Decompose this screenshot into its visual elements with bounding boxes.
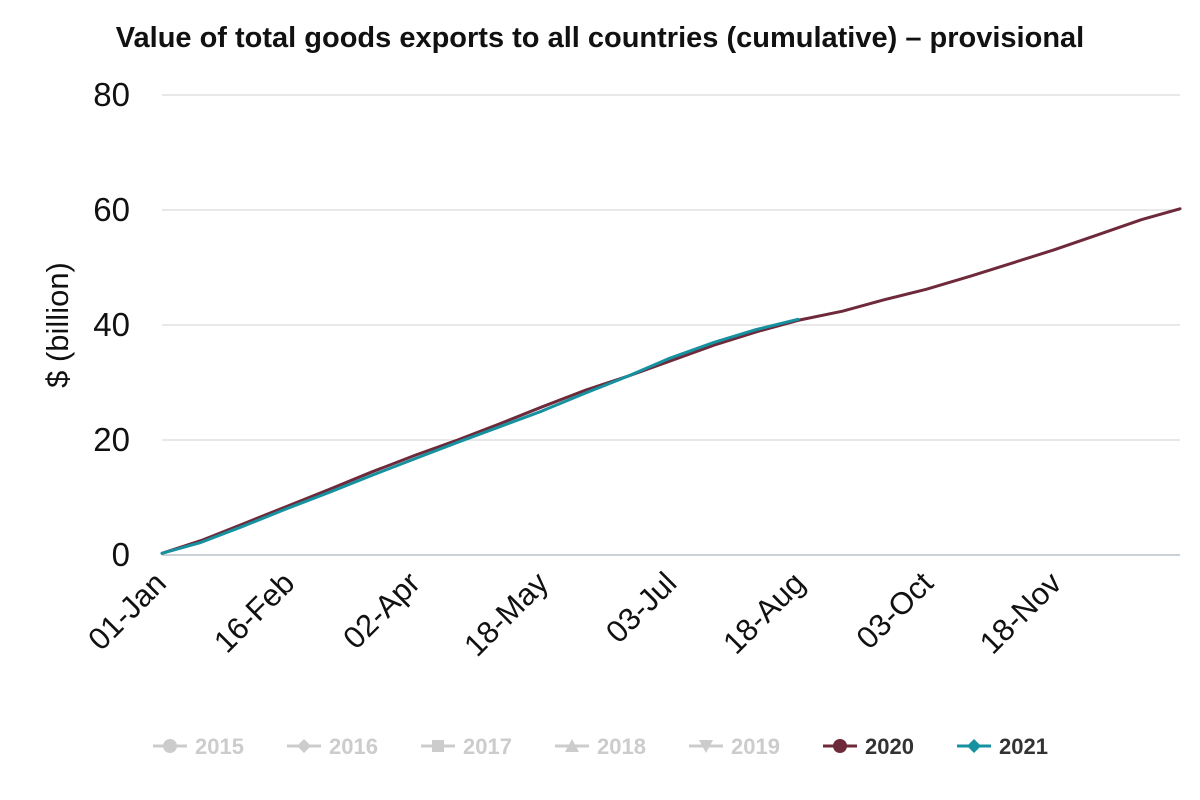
legend-label: 2016: [329, 734, 378, 759]
x-tick-label: 18-Nov: [973, 565, 1069, 661]
legend-label: 2015: [195, 734, 244, 759]
legend-label: 2017: [463, 734, 512, 759]
series-line-2021: [160, 317, 800, 555]
legend-item-2015[interactable]: 2015: [153, 734, 244, 759]
x-tick-label: 18-Aug: [716, 565, 811, 660]
y-tick-label: 80: [93, 76, 130, 113]
legend-label: 2018: [597, 734, 646, 759]
y-tick-label: 60: [93, 191, 130, 228]
legend-marker-circle: [163, 739, 177, 753]
legend-marker-square: [432, 740, 444, 752]
legend-item-2017[interactable]: 2017: [421, 734, 512, 759]
series-lines: [160, 207, 1182, 555]
y-tick-label: 0: [112, 536, 130, 573]
legend[interactable]: 2015 2016 2017 2018 2019 2020 2021: [153, 734, 1048, 759]
x-axis-ticks: 01-Jan 16-Feb 02-Apr 18-May 03-Jul 18-Aug 03-O…: [81, 565, 1068, 663]
legend-marker-triangle-up: [565, 739, 579, 752]
y-axis-label: $ (billion): [40, 262, 75, 388]
legend-label: 2019: [731, 734, 780, 759]
legend-item-2018[interactable]: 2018: [555, 734, 646, 759]
legend-label: 2020: [865, 734, 914, 759]
series-line-2020: [160, 207, 1182, 555]
legend-marker-diamond: [967, 739, 981, 753]
y-tick-label: 40: [93, 306, 130, 343]
legend-item-2021[interactable]: 2021: [957, 734, 1048, 759]
x-tick-label: 18-May: [457, 565, 555, 663]
gridlines: [162, 94, 1180, 556]
x-tick-label: 03-Jul: [599, 565, 683, 649]
legend-item-2020[interactable]: 2020: [823, 734, 914, 759]
y-tick-label: 20: [93, 421, 130, 458]
x-tick-label: 01-Jan: [81, 565, 173, 657]
x-tick-label: 03-Oct: [849, 565, 940, 656]
legend-item-2019[interactable]: 2019: [689, 734, 780, 759]
x-tick-label: 02-Apr: [336, 565, 427, 656]
legend-marker-circle: [833, 739, 847, 753]
legend-item-2016[interactable]: 2016: [287, 734, 378, 759]
legend-marker-triangle-down: [699, 740, 713, 753]
legend-marker-diamond: [297, 739, 311, 753]
x-tick-label: 16-Feb: [207, 565, 301, 659]
chart-title: Value of total goods exports to all coun…: [116, 22, 1084, 54]
legend-label: 2021: [999, 734, 1048, 759]
y-axis-ticks: 0 20 40 60 80: [93, 76, 130, 573]
